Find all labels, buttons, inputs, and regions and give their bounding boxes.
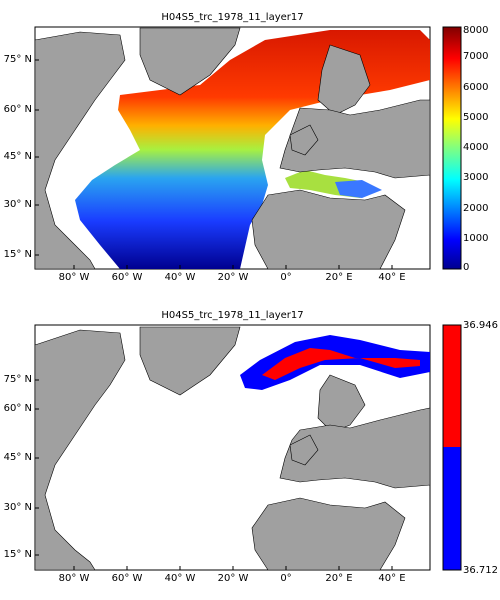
panel-bottom: H04S5_trc_1978_11_layer17 [0,300,500,600]
tracer-field-low [240,335,430,390]
lat-label: 60° N [3,104,32,115]
lon-label: 40° E [378,272,406,283]
lat-label: 75° N [3,374,32,385]
land [34,326,431,571]
lon-label: 40° E [378,573,406,584]
colorbar-label: 6000 [463,82,489,93]
lat-label: 60° N [3,403,32,414]
lon-label: 20° E [325,573,353,584]
lon-label: 20° W [217,272,249,283]
lon-label: 20° W [217,573,249,584]
lon-label: 80° W [58,573,90,584]
axis-ticks [35,379,393,570]
lon-label: 20° E [325,272,353,283]
colorbar-label: 36.712 [463,565,498,576]
lon-label: 60° W [111,272,143,283]
map-title: H04S5_trc_1978_11_layer17 [161,12,304,23]
lon-label: 40° W [164,272,196,283]
colorbar-label: 7000 [463,51,489,62]
lat-label: 45° N [3,151,32,162]
colorbar-label: 0 [463,262,470,273]
colorbar-label: 8000 [463,25,489,36]
lon-label: 80° W [58,272,90,283]
colorbar-label: 5000 [463,112,489,123]
lat-label: 15° N [3,249,32,260]
colorbar-label: 3000 [463,172,489,183]
eastern-med-field [335,180,382,198]
map-title: H04S5_trc_1978_11_layer17 [161,310,304,321]
panel-top: H04S5_trc_1978_11_layer17 [0,0,500,290]
map-top [34,26,462,270]
lon-label: 40° W [164,573,196,584]
colorbar-label: 4000 [463,142,489,153]
colorbar-label: 2000 [463,203,489,214]
lat-label: 45° N [3,452,32,463]
map-bottom [34,324,462,571]
axis-ticks [35,59,393,269]
lat-label: 75° N [3,54,32,65]
lat-label: 30° N [3,199,32,210]
lon-label: 0° [280,272,292,283]
tracer-field-high [262,348,420,380]
colorbar [442,26,462,270]
land [34,27,431,270]
lon-label: 0° [280,573,292,584]
lat-label: 30° N [3,502,32,513]
colorbar-label: 1000 [463,233,489,244]
lon-label: 60° W [111,573,143,584]
colorbar [442,324,462,571]
lat-label: 15° N [3,549,32,560]
colorbar-label: 36.946 [463,320,498,331]
